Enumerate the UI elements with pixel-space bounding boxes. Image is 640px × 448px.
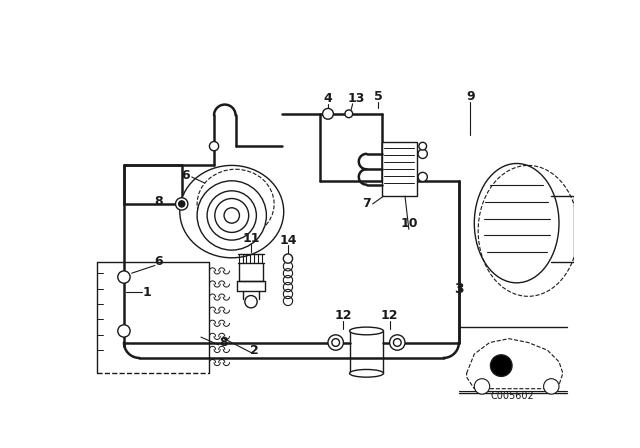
Text: C005602: C005602 (491, 392, 534, 401)
Text: 12: 12 (381, 309, 398, 322)
Text: 9: 9 (466, 90, 475, 103)
Circle shape (394, 339, 401, 346)
Circle shape (175, 198, 188, 210)
Text: 4: 4 (324, 92, 332, 105)
Circle shape (418, 172, 428, 181)
Circle shape (118, 271, 130, 283)
Text: 14: 14 (279, 233, 297, 246)
Circle shape (328, 335, 344, 350)
Text: 12: 12 (335, 309, 352, 322)
Circle shape (543, 379, 559, 394)
Ellipse shape (197, 169, 274, 238)
Text: 3: 3 (454, 282, 464, 296)
Text: 13: 13 (348, 92, 365, 105)
Circle shape (118, 325, 130, 337)
Circle shape (323, 108, 333, 119)
Text: 11: 11 (243, 232, 260, 245)
Circle shape (419, 142, 427, 150)
Circle shape (284, 254, 292, 263)
Text: 10: 10 (400, 217, 418, 230)
Circle shape (490, 355, 512, 376)
Circle shape (207, 191, 257, 240)
Circle shape (224, 208, 239, 223)
Text: 2: 2 (250, 344, 259, 357)
Circle shape (474, 379, 490, 394)
Text: 7: 7 (362, 198, 371, 211)
Circle shape (215, 198, 249, 233)
Ellipse shape (349, 327, 383, 335)
Text: 5: 5 (374, 90, 383, 103)
Circle shape (179, 201, 185, 207)
Ellipse shape (180, 165, 284, 258)
Text: 8: 8 (220, 336, 228, 349)
Circle shape (332, 339, 340, 346)
Text: 6: 6 (181, 169, 190, 182)
Text: 1: 1 (143, 286, 152, 299)
Ellipse shape (349, 370, 383, 377)
Ellipse shape (474, 164, 559, 283)
Circle shape (209, 142, 219, 151)
Circle shape (390, 335, 405, 350)
Text: 6: 6 (154, 255, 163, 268)
Text: 8: 8 (154, 195, 163, 208)
Bar (382, 142, 417, 196)
Circle shape (245, 296, 257, 308)
Circle shape (345, 110, 353, 118)
Circle shape (197, 181, 266, 250)
Circle shape (418, 149, 428, 159)
